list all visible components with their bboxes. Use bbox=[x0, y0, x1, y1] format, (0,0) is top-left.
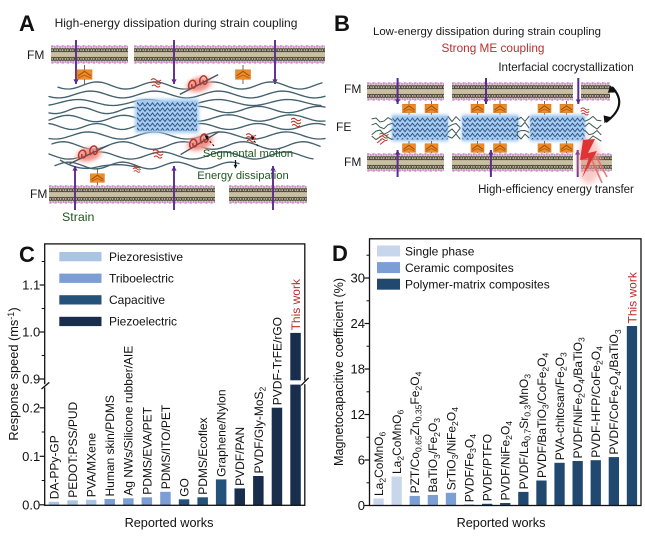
svg-text:PZT/Co0.65​Zn0.35​Fe2​O4​: PZT/Co0.65​Zn0.35​Fe2​O4​ bbox=[408, 371, 424, 493]
svg-text:PVA-chitosan/Fe2​O3​: PVA-chitosan/Fe2​O3​ bbox=[553, 352, 569, 460]
svg-text:PVA/MXene: PVA/MXene bbox=[85, 432, 99, 497]
svg-text:Capacitive: Capacitive bbox=[109, 293, 165, 307]
svg-text:Interfacial cocrystallization: Interfacial cocrystallization bbox=[498, 61, 633, 74]
svg-text:PVDF/La0.7​Sr0.3​MnO3​: PVDF/La0.7​Sr0.3​MnO3​ bbox=[517, 374, 533, 490]
svg-text:La2​CoMnO6​: La2​CoMnO6​ bbox=[372, 432, 388, 496]
svg-text:PVDF/Gly-MoS2​: PVDF/Gly-MoS2​ bbox=[252, 386, 268, 473]
svg-text:18: 18 bbox=[351, 362, 365, 377]
svg-text:BaTiO3​/Fe2​O3​: BaTiO3​/Fe2​O3​ bbox=[426, 418, 442, 493]
svg-text:Low-energy dissipation during: Low-energy dissipation during strain cou… bbox=[373, 26, 601, 38]
svg-text:PVDF-TrFE/rGO: PVDF-TrFE/rGO bbox=[270, 317, 284, 405]
svg-text:This work: This work bbox=[625, 271, 639, 323]
svg-text:B: B bbox=[334, 11, 350, 36]
svg-text:PVDF/PTFO: PVDF/PTFO bbox=[481, 434, 495, 501]
svg-text:PDMS/Ecoflex: PDMS/Ecoflex bbox=[196, 417, 210, 494]
svg-text:Ceramic composites: Ceramic composites bbox=[405, 261, 514, 275]
svg-text:PVDF/BaTiO3​/CoFe2​O4​: PVDF/BaTiO3​/CoFe2​O4​ bbox=[535, 353, 551, 479]
svg-text:PVDF/PAN: PVDF/PAN bbox=[233, 427, 247, 486]
svg-text:Response speed (ms-1​): Response speed (ms-1​) bbox=[6, 307, 21, 440]
svg-text:24: 24 bbox=[351, 316, 365, 331]
svg-text:PVDF/CoFe2​O4​/BaTiO3​: PVDF/CoFe2​O4​/BaTiO3​ bbox=[607, 329, 623, 455]
svg-text:Triboelectric: Triboelectric bbox=[109, 271, 174, 285]
svg-text:12: 12 bbox=[351, 407, 365, 422]
svg-text:La2​CoMnO6​: La2​CoMnO6​ bbox=[390, 410, 406, 474]
svg-text:GO: GO bbox=[177, 478, 191, 497]
svg-text:0: 0 bbox=[358, 498, 365, 513]
svg-text:1.0: 1.0 bbox=[22, 325, 40, 340]
svg-text:PVDF/NiFe2​O4​/BaTiO3​: PVDF/NiFe2​O4​/BaTiO3​ bbox=[571, 337, 587, 459]
svg-text:High-efficiency energy transfe: High-efficiency energy transfer bbox=[478, 184, 634, 196]
svg-text:Human skin/PDMS: Human skin/PDMS bbox=[103, 395, 117, 496]
svg-text:FM: FM bbox=[344, 82, 361, 96]
svg-text:0.1: 0.1 bbox=[22, 449, 40, 464]
svg-text:PDMS/EVA/PET: PDMS/EVA/PET bbox=[140, 406, 154, 494]
svg-text:Strain: Strain bbox=[62, 210, 94, 224]
svg-text:0.0: 0.0 bbox=[22, 498, 40, 513]
svg-text:0.2: 0.2 bbox=[22, 401, 40, 416]
svg-text:FM: FM bbox=[27, 48, 44, 62]
svg-text:Strong ME coupling: Strong ME coupling bbox=[442, 41, 545, 55]
svg-text:FE: FE bbox=[336, 120, 351, 134]
svg-text:PEDOT:PSS/PUD: PEDOT:PSS/PUD bbox=[66, 401, 80, 497]
svg-text:FM: FM bbox=[344, 155, 361, 169]
svg-text:D: D bbox=[332, 241, 348, 266]
svg-text:Reported works: Reported works bbox=[457, 516, 546, 530]
svg-text:This work: This work bbox=[289, 278, 303, 330]
svg-text:C: C bbox=[19, 242, 35, 267]
svg-text:Single phase: Single phase bbox=[405, 244, 475, 258]
svg-text:Piezoelectric: Piezoelectric bbox=[109, 315, 177, 329]
svg-text:A: A bbox=[19, 11, 35, 36]
svg-text:High-energy dissipation during: High-energy dissipation during strain co… bbox=[55, 16, 298, 30]
svg-text:Reported works: Reported works bbox=[125, 516, 214, 530]
svg-text:Magnetocapacitive coefficient: Magnetocapacitive coefficient (%) bbox=[332, 278, 346, 466]
svg-text:Energy dissipation: Energy dissipation bbox=[197, 170, 288, 182]
svg-text:30: 30 bbox=[351, 271, 365, 286]
svg-text:6: 6 bbox=[358, 453, 365, 468]
svg-text:Polymer-matrix composites: Polymer-matrix composites bbox=[405, 278, 550, 292]
svg-text:PVDF/NiFe2​O4​: PVDF/NiFe2​O4​ bbox=[499, 421, 515, 501]
svg-text:1.1: 1.1 bbox=[22, 278, 40, 293]
svg-text:0.9: 0.9 bbox=[22, 372, 40, 387]
svg-text:Graphene/Nylon: Graphene/Nylon bbox=[215, 390, 229, 477]
svg-text:FM: FM bbox=[30, 187, 47, 201]
svg-text:DA-PPy-GP: DA-PPy-GP bbox=[47, 435, 61, 499]
svg-text:Ag NWs/Silicone rubber/AIE: Ag NWs/Silicone rubber/AIE bbox=[122, 346, 136, 496]
svg-text:PVDF-HFP/CoFe2​O4​: PVDF-HFP/CoFe2​O4​ bbox=[589, 346, 605, 458]
svg-text:Segmental motion: Segmental motion bbox=[203, 148, 293, 160]
svg-text:PVDF/Fe3​O4​: PVDF/Fe3​O4​ bbox=[462, 434, 478, 502]
svg-text:PDMS/ITO/PET: PDMS/ITO/PET bbox=[159, 404, 173, 489]
svg-text:Piezoresistive: Piezoresistive bbox=[109, 250, 183, 264]
svg-text:SrTiO3​/NiFe2​O4​: SrTiO3​/NiFe2​O4​ bbox=[444, 407, 460, 490]
